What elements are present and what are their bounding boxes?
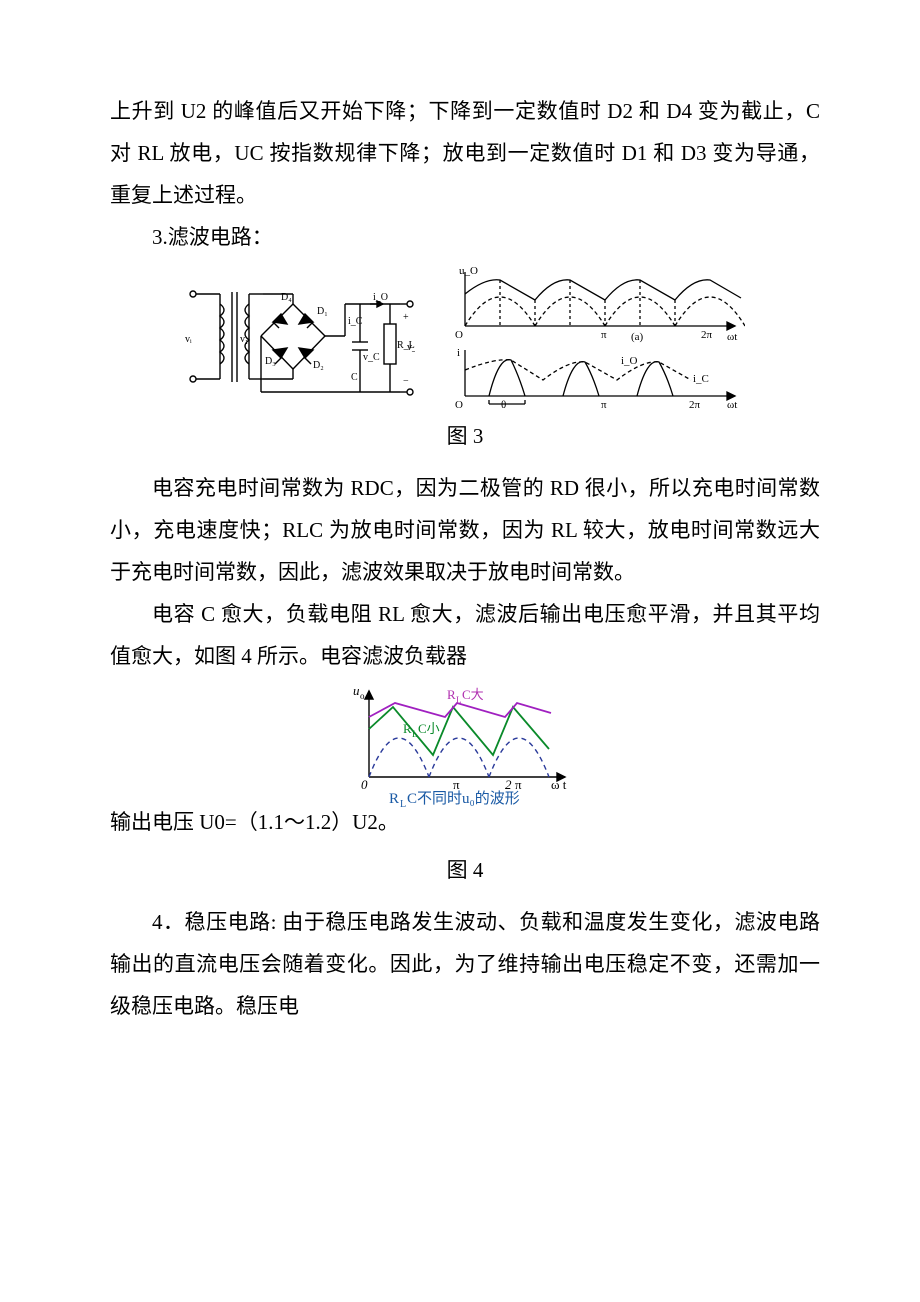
svg-text:i_C: i_C (693, 373, 709, 385)
svg-text:i_O: i_O (373, 292, 388, 303)
svg-text:u: u (353, 683, 360, 698)
svg-text:0: 0 (361, 777, 368, 792)
svg-text:L: L (456, 695, 462, 705)
svg-text:ωt: ωt (727, 399, 737, 409)
svg-text:u_O: u_O (459, 265, 478, 277)
svg-text:i_O: i_O (621, 355, 638, 367)
paragraph-3: 电容充电时间常数为 RDC，因为二极管的 RD 很小，所以充电时间常数小，充电速… (110, 467, 820, 593)
svg-text:D₃: D₃ (265, 356, 276, 367)
paragraph-4a: 电容 C 愈大，负载电阻 RL 愈大，滤波后输出电压愈平滑，并且其平均值愈大，如… (110, 593, 820, 677)
figure-4-row: u o R L C大 R L C小 0 π 2 π ω t R L C不同时u₀… (110, 677, 820, 801)
svg-text:π: π (601, 329, 607, 341)
svg-text:i: i (457, 347, 460, 359)
svg-text:i_C: i_C (348, 316, 363, 327)
svg-text:R: R (403, 721, 412, 736)
paragraph-4b: 输出电压 U0=（1.1～1.2）U2。 (110, 801, 820, 843)
paragraph-5: 4．稳压电路: 由于稳压电路发生波动、负载和温度发生变化，滤波电路输出的直流电压… (110, 901, 820, 1027)
paragraph-2-heading: 3.滤波电路： (110, 216, 820, 258)
svg-text:v₁: v₁ (240, 334, 249, 345)
svg-text:O: O (455, 329, 463, 341)
svg-text:C小: C小 (418, 721, 440, 736)
svg-text:R: R (447, 687, 456, 702)
svg-text:C: C (351, 372, 358, 383)
svg-text:(a): (a) (631, 331, 644, 343)
svg-text:−: − (403, 376, 409, 387)
svg-text:ωt: ωt (727, 331, 737, 343)
svg-text:L: L (412, 729, 418, 739)
svg-text:2π: 2π (689, 399, 701, 409)
svg-text:C不同时u₀的波形: C不同时u₀的波形 (407, 790, 520, 807)
svg-text:o: o (360, 691, 365, 701)
figure-4-caption: 图 4 (110, 849, 820, 891)
figure-3-row: vᵢ v₁ D₄D₁ D₃D₂ i_Ci_O v_CC R_L +− v_O (110, 264, 820, 409)
paragraph-1: 上升到 U2 的峰值后又开始下降；下降到一定数值时 D2 和 D4 变为截止，C… (110, 90, 820, 216)
svg-text:π: π (515, 777, 522, 792)
svg-text:v_O: v_O (407, 342, 415, 353)
svg-text:vᵢ: vᵢ (185, 334, 192, 345)
figure-3-waveform: u_O O π 2π ωt (a) (445, 264, 745, 409)
svg-text:ω t: ω t (551, 777, 567, 792)
svg-text:+: + (403, 312, 409, 323)
svg-text:C大: C大 (462, 687, 484, 702)
svg-text:2π: 2π (701, 329, 713, 341)
svg-text:L: L (400, 799, 406, 807)
figure-3-circuit: vᵢ v₁ D₄D₁ D₃D₂ i_Ci_O v_CC R_L +− v_O (185, 264, 415, 409)
svg-text:π: π (453, 777, 460, 792)
svg-text:v_C: v_C (363, 352, 380, 363)
svg-text:D₂: D₂ (313, 360, 324, 371)
svg-text:θ: θ (501, 399, 506, 409)
svg-text:2: 2 (505, 777, 512, 792)
figure-4-graph: u o R L C大 R L C小 0 π 2 π ω t R L C不同时u₀… (110, 677, 820, 807)
svg-text:O: O (455, 399, 463, 409)
figure-3-caption: 图 3 (110, 415, 820, 457)
svg-text:D₄: D₄ (281, 292, 292, 303)
svg-text:D₁: D₁ (317, 306, 328, 317)
svg-text:π: π (601, 399, 607, 409)
